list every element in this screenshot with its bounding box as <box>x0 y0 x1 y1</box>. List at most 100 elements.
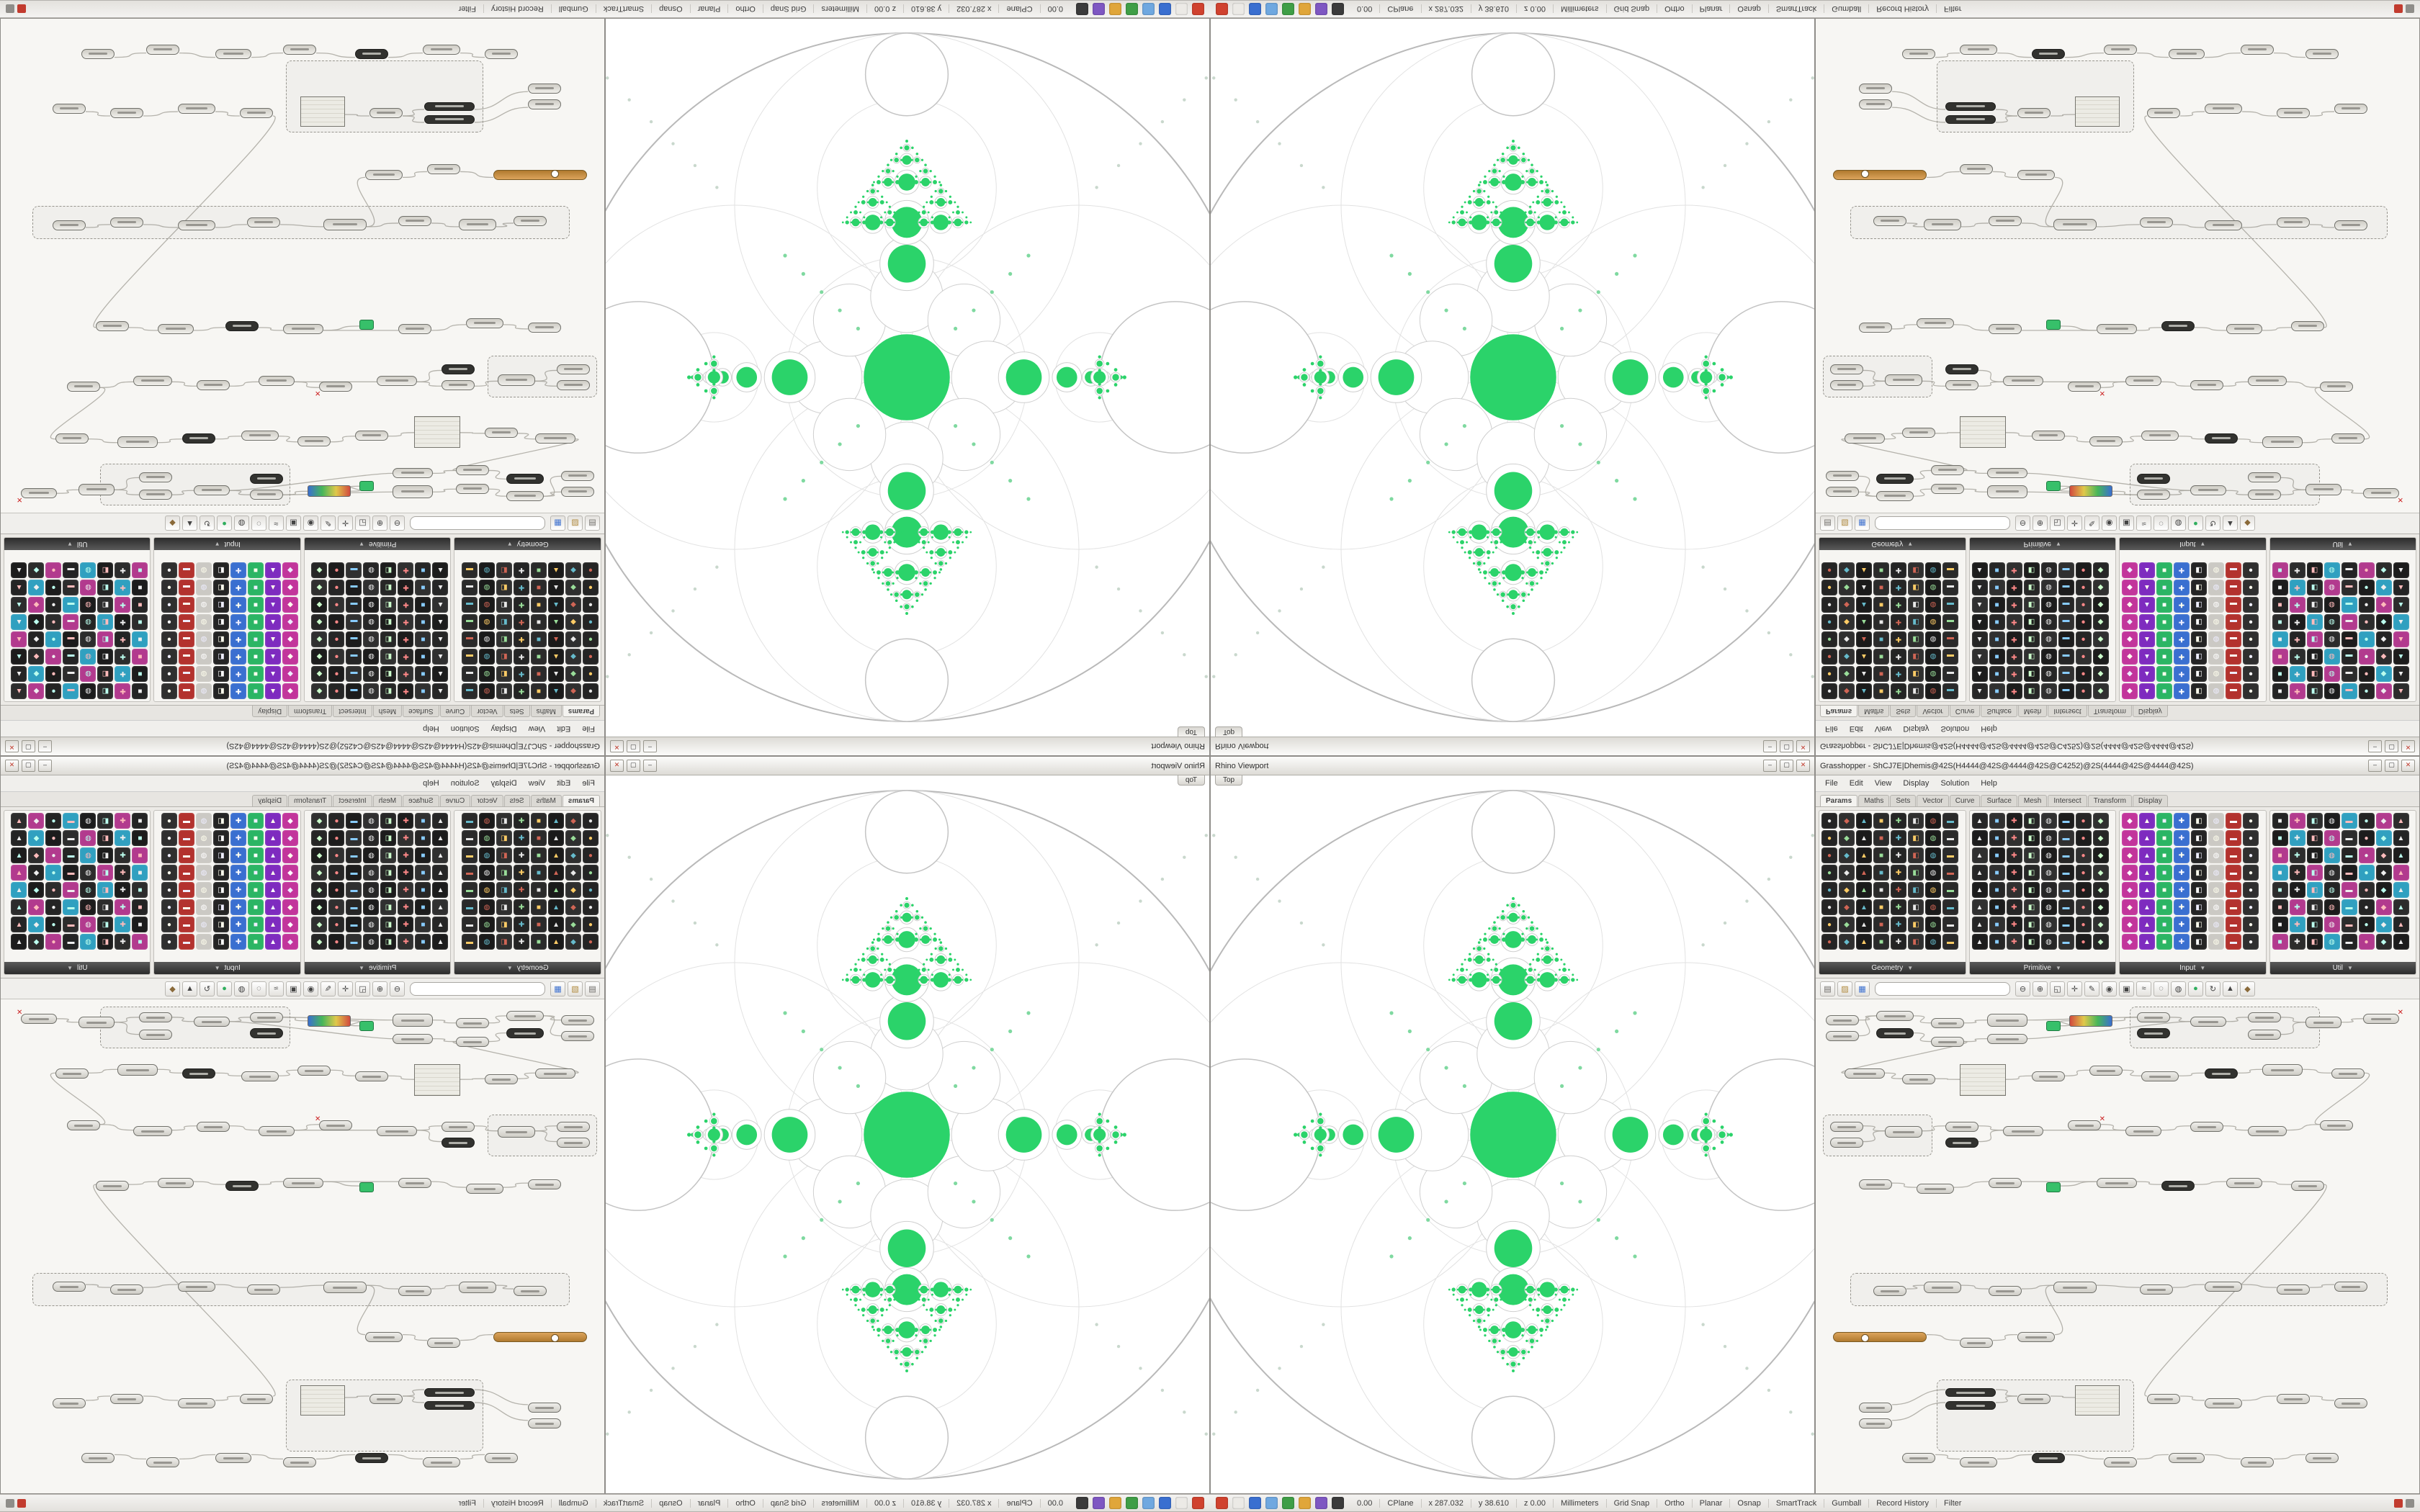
component-icon[interactable]: ✚ <box>398 830 414 846</box>
component-icon[interactable]: ● <box>161 813 177 829</box>
component-icon[interactable]: ✚ <box>398 847 414 863</box>
component-icon[interactable]: ◆ <box>2122 934 2138 950</box>
node-dark[interactable] <box>1945 364 1978 374</box>
component-icon[interactable]: ✚ <box>2006 934 2022 950</box>
component-icon[interactable]: ◧ <box>380 666 397 682</box>
component-icon[interactable]: ■ <box>415 649 431 665</box>
component-icon[interactable]: ◧ <box>496 917 512 932</box>
component-icon[interactable]: ▲ <box>432 649 449 665</box>
component-icon[interactable]: ◧ <box>213 562 229 578</box>
component-icon[interactable]: ✚ <box>1891 631 1906 647</box>
node-cap[interactable] <box>1945 1122 1978 1132</box>
component-icon[interactable]: ◧ <box>2306 882 2323 898</box>
app-red-icon[interactable] <box>1216 3 1228 15</box>
component-icon[interactable]: ▲ <box>2393 597 2409 613</box>
component-icon[interactable]: ▲ <box>548 917 564 932</box>
component-icon[interactable]: ✚ <box>398 934 414 950</box>
component-icon[interactable]: ■ <box>2272 580 2288 595</box>
solver-icon[interactable]: ↻ <box>2205 516 2220 531</box>
component-icon[interactable]: ▬ <box>2341 631 2357 647</box>
node-cap[interactable] <box>1859 84 1892 94</box>
component-icon[interactable]: ◆ <box>565 580 581 595</box>
component-icon[interactable]: ■ <box>1873 865 1889 881</box>
component-icon[interactable]: ◍ <box>1925 917 1941 932</box>
component-icon[interactable]: ◍ <box>363 813 380 829</box>
preview-wireframe-icon[interactable]: ◍ <box>234 981 249 996</box>
node-cap[interactable] <box>485 1074 518 1084</box>
viewport-canvas[interactable]: Top <box>606 19 1209 737</box>
tab-transform[interactable]: Transform <box>288 795 333 806</box>
component-icon[interactable]: ▬ <box>346 597 362 613</box>
component-icon[interactable]: ▬ <box>346 899 362 915</box>
component-icon[interactable]: ▲ <box>1971 614 1988 630</box>
component-icon[interactable]: ◍ <box>2208 580 2224 595</box>
node-cap[interactable] <box>365 1332 403 1342</box>
component-icon[interactable]: ✚ <box>2289 649 2305 665</box>
node-cap[interactable] <box>67 382 100 392</box>
component-icon[interactable]: ◧ <box>213 580 229 595</box>
wire-display-icon[interactable]: ≈ <box>2136 981 2151 996</box>
component-icon[interactable]: ● <box>583 865 599 881</box>
component-icon[interactable]: ✚ <box>2006 580 2022 595</box>
component-icon[interactable]: ▲ <box>11 614 27 630</box>
component-icon[interactable]: ✚ <box>1891 813 1906 829</box>
component-icon[interactable]: ✚ <box>398 683 414 699</box>
node-cap[interactable] <box>557 380 590 390</box>
component-icon[interactable]: ▲ <box>11 847 27 863</box>
zoom-in-icon[interactable]: ⊕ <box>372 516 387 531</box>
component-icon[interactable]: ◍ <box>363 847 380 863</box>
component-icon[interactable]: ◍ <box>2208 865 2224 881</box>
node-cap[interactable] <box>1987 1014 2027 1027</box>
component-icon[interactable]: ▲ <box>2393 813 2409 829</box>
component-icon[interactable]: ◧ <box>2023 666 2040 682</box>
component-icon[interactable]: ◆ <box>2375 899 2392 915</box>
component-icon[interactable]: ✚ <box>398 614 414 630</box>
component-icon[interactable]: ▲ <box>548 614 564 630</box>
menu-solution[interactable]: Solution <box>450 779 480 788</box>
component-icon[interactable]: ▬ <box>1942 597 1958 613</box>
component-icon[interactable]: ◍ <box>1925 865 1941 881</box>
component-icon[interactable]: ◍ <box>80 934 97 950</box>
zoom-out-icon[interactable]: ⊖ <box>2015 516 2030 531</box>
node-cap[interactable] <box>139 1030 172 1040</box>
app-blue-icon[interactable] <box>1159 3 1171 15</box>
component-icon[interactable]: ■ <box>1873 562 1889 578</box>
component-icon[interactable]: ▬ <box>179 882 194 898</box>
node-cap[interactable] <box>55 1068 89 1079</box>
menu-edit[interactable]: Edit <box>1849 779 1863 788</box>
component-icon[interactable]: ■ <box>248 666 264 682</box>
component-icon[interactable]: ● <box>328 597 345 613</box>
component-icon[interactable]: ◧ <box>380 813 397 829</box>
component-icon[interactable]: ◆ <box>311 683 328 699</box>
component-icon[interactable]: ■ <box>2272 562 2288 578</box>
node-dark[interactable] <box>424 1388 475 1397</box>
component-icon[interactable]: ● <box>161 631 177 647</box>
component-icon[interactable]: ◧ <box>496 865 512 881</box>
component-icon[interactable]: ▬ <box>1942 847 1958 863</box>
component-icon[interactable]: ◧ <box>2023 882 2040 898</box>
component-icon[interactable]: ✚ <box>1891 899 1906 915</box>
component-icon[interactable]: ✚ <box>2174 631 2190 647</box>
component-icon[interactable]: ◧ <box>2306 597 2323 613</box>
component-icon[interactable]: ▲ <box>1856 580 1872 595</box>
component-icon[interactable]: ✚ <box>2174 649 2190 665</box>
node-cap[interactable] <box>283 1178 323 1188</box>
component-icon[interactable]: ● <box>2075 830 2092 846</box>
component-icon[interactable]: ◧ <box>2191 580 2207 595</box>
node-cap[interactable] <box>81 1453 115 1463</box>
component-icon[interactable]: ● <box>161 683 177 699</box>
component-icon[interactable]: ■ <box>248 562 264 578</box>
component-icon[interactable]: ◍ <box>479 666 495 682</box>
component-icon[interactable]: ◧ <box>2306 830 2323 846</box>
component-icon[interactable]: ◆ <box>2375 813 2392 829</box>
component-icon[interactable]: ◧ <box>380 683 397 699</box>
menu-display[interactable]: Display <box>1903 724 1930 733</box>
app-green-icon[interactable] <box>1282 3 1294 15</box>
component-icon[interactable]: ▬ <box>2226 899 2241 915</box>
node-cap[interactable] <box>2291 1181 2324 1191</box>
component-icon[interactable]: ✚ <box>230 899 246 915</box>
viewport-tab-top[interactable]: Top <box>1215 726 1243 737</box>
component-icon[interactable]: ▲ <box>2139 899 2155 915</box>
component-icon[interactable]: ◍ <box>2040 917 2057 932</box>
component-icon[interactable]: ◍ <box>2323 683 2340 699</box>
